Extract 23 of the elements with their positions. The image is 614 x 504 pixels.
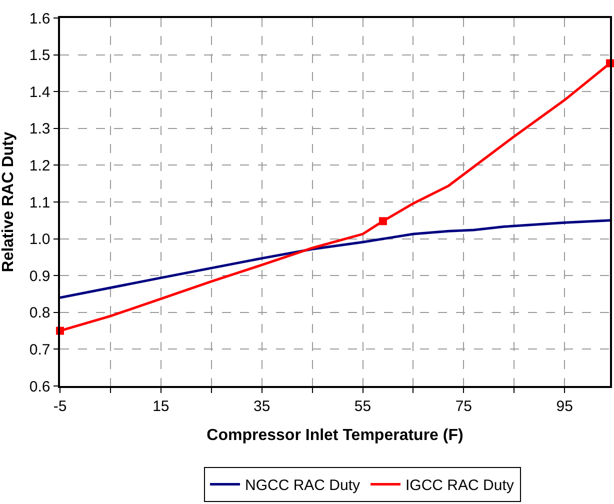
y-tick-label: 0.9: [29, 268, 50, 285]
legend-label: IGCC RAC Duty: [406, 477, 514, 494]
y-tick-label: 1.0: [29, 231, 50, 248]
x-tick-label: 75: [455, 398, 472, 415]
y-tick-label: 1.1: [29, 194, 50, 212]
x-tick-label: 15: [152, 398, 170, 415]
x-axis-title: Compressor Inlet Temperature (F): [206, 426, 464, 444]
line-series: [60, 219, 610, 299]
y-tick-label: 1.6: [29, 10, 50, 28]
y-tick-label: 0.8: [29, 304, 50, 322]
x-tick-label: -5: [53, 398, 67, 415]
x-tick-label: 35: [253, 398, 270, 415]
y-tick-label: 1.4: [29, 84, 50, 101]
y-tick-label: 1.3: [29, 120, 50, 138]
y-tick-label: 1.2: [29, 157, 50, 174]
point: [378, 217, 387, 226]
y-tick-label: 0.7: [29, 341, 50, 358]
x-tick-label: 55: [354, 398, 372, 415]
legend-label: NGCC RAC Duty: [245, 477, 361, 494]
y-axis-title: Relative RAC Duty: [0, 132, 17, 272]
x-tick-label: 95: [556, 398, 573, 415]
y-tick-label: 1.5: [29, 47, 50, 64]
y-tick-label: 0.6: [29, 378, 50, 396]
